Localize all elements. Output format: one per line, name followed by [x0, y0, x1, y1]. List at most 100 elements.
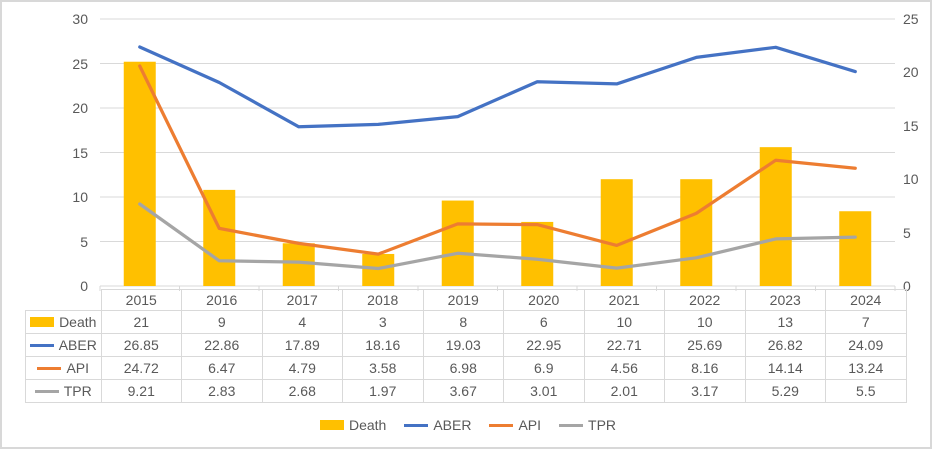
right-axis-tick-15: 15: [903, 117, 919, 134]
legend: Death ABER API TPR: [2, 412, 930, 438]
series-key-cell-api: API: [25, 356, 102, 380]
line-tpr: [138, 202, 857, 271]
bar-death-2015: [123, 61, 156, 286]
bar-death-2023: [759, 147, 792, 286]
value-cell-death-2017: 4: [261, 310, 343, 334]
series-swatch-line-icon: [34, 389, 59, 393]
value-cell-aber-2024: 24.09: [825, 333, 907, 357]
value-cell-api-2019: 6.98: [422, 356, 504, 380]
value-cell-tpr-2015: 9.21: [100, 379, 182, 403]
value-cell-tpr-2017: 2.68: [261, 379, 343, 403]
value-cell-tpr-2016: 2.83: [181, 379, 263, 403]
left-axis-tick-25: 25: [72, 55, 88, 72]
series-swatch-line-icon: [37, 366, 62, 370]
value-cell-tpr-2022: 3.17: [664, 379, 746, 403]
right-axis-tick-0: 0: [903, 278, 911, 294]
value-cell-api-2022: 8.16: [664, 356, 746, 380]
bar-death-2022: [680, 179, 713, 286]
legend-item-death: Death: [319, 417, 387, 433]
value-cell-death-2021: 10: [583, 310, 665, 334]
value-cell-api-2015: 24.72: [100, 356, 182, 380]
value-cell-death-2023: 13: [744, 310, 826, 334]
left-axis-tick-20: 20: [72, 100, 88, 116]
value-cell-aber-2015: 26.85: [100, 333, 182, 357]
value-cell-aber-2016: 22.86: [181, 333, 263, 357]
value-cell-api-2021: 4.56: [583, 356, 665, 380]
series-key-cell-death: Death: [25, 310, 102, 334]
legend-item-api: API: [489, 417, 541, 433]
year-header-cell-2020: 2020: [503, 289, 585, 311]
bar-death-2024: [839, 211, 872, 286]
year-header-cell-2019: 2019: [422, 289, 504, 311]
year-header-cell-2017: 2017: [261, 289, 343, 311]
line-aber: [138, 45, 857, 129]
value-cell-tpr-2023: 5.29: [744, 379, 826, 403]
year-header-cell-2016: 2016: [181, 289, 263, 311]
series-key-label: TPR: [63, 383, 92, 399]
series-key-cell-aber: ABER: [25, 333, 102, 357]
right-axis-tick-5: 5: [903, 224, 911, 241]
table-row-api: API 24.72 6.47 4.79 3.58 6.98 6.9 4.56 8.16 14.14…: [25, 356, 907, 380]
value-cell-aber-2022: 25.69: [664, 333, 746, 357]
series-key-label: API: [66, 360, 90, 376]
bar-death-2021: [600, 179, 633, 286]
year-header-cell-2022: 2022: [664, 289, 746, 311]
value-cell-death-2019: 8: [422, 310, 504, 334]
right-axis-tick-20: 20: [903, 64, 919, 81]
value-cell-tpr-2021: 2.01: [583, 379, 665, 403]
year-header-cell-2024: 2024: [825, 289, 907, 311]
left-axis-tick-0: 0: [80, 278, 88, 294]
value-cell-aber-2021: 22.71: [583, 333, 665, 357]
value-cell-death-2024: 7: [825, 310, 907, 334]
left-axis-tick-5: 5: [80, 233, 88, 250]
plot-area: [99, 18, 896, 291]
bar-death-2020: [521, 221, 554, 286]
legend-swatch-bar-icon: [319, 420, 344, 430]
series-swatch-bar-icon: [30, 317, 55, 327]
value-cell-death-2018: 3: [342, 310, 424, 334]
series-key-cell-tpr: TPR: [25, 379, 102, 403]
year-header-cell-2023: 2023: [744, 289, 826, 311]
value-cell-death-2022: 10: [664, 310, 746, 334]
value-cell-api-2016: 6.47: [181, 356, 263, 380]
right-axis-tick-25: 25: [903, 11, 919, 27]
table-row-tpr: TPR 9.21 2.83 2.68 1.97 3.67 3.01 2.01 3.17 5.29 5…: [25, 379, 907, 403]
year-header-cell-2021: 2021: [583, 289, 665, 311]
value-cell-aber-2020: 22.95: [503, 333, 585, 357]
value-cell-aber-2018: 18.16: [342, 333, 424, 357]
value-cell-tpr-2019: 3.67: [422, 379, 504, 403]
value-cell-tpr-2018: 1.97: [342, 379, 424, 403]
value-cell-tpr-2024: 5.5: [825, 379, 907, 403]
value-cell-death-2016: 9: [181, 310, 263, 334]
legend-item-aber: ABER: [404, 417, 471, 433]
data-table: 2015 2016 2017 2018 2019 2020 2021 2022 2023 2024…: [25, 289, 907, 403]
legend-label: TPR: [588, 417, 617, 433]
value-cell-api-2020: 6.9: [503, 356, 585, 380]
legend-swatch-line-icon: [489, 423, 514, 427]
series-key-label: ABER: [58, 337, 97, 353]
series-swatch-line-icon: [29, 343, 54, 347]
legend-label: ABER: [433, 417, 472, 433]
value-cell-api-2024: 13.24: [825, 356, 907, 380]
right-axis-tick-10: 10: [903, 171, 919, 188]
value-cell-api-2017: 4.79: [261, 356, 343, 380]
left-axis-tick-15: 15: [72, 144, 88, 161]
value-cell-api-2023: 14.14: [744, 356, 826, 380]
legend-label: Death: [348, 417, 387, 433]
bar-death-2017: [282, 243, 315, 286]
value-cell-aber-2019: 19.03: [422, 333, 504, 357]
line-api: [138, 64, 857, 256]
value-cell-tpr-2020: 3.01: [503, 379, 585, 403]
legend-label: API: [518, 417, 542, 433]
left-axis-tick-30: 30: [72, 11, 88, 27]
year-header-cell-2015: 2015: [100, 289, 182, 311]
year-header-cell-2018: 2018: [342, 289, 424, 311]
table-row-death: Death 21 9 4 3 8 6 10 10 13 7: [25, 310, 907, 334]
series-key-label: Death: [59, 314, 97, 330]
bar-death-2019: [441, 200, 474, 286]
legend-swatch-line-icon: [404, 423, 429, 427]
table-row-aber: ABER 26.85 22.86 17.89 18.16 19.03 22.95 22.71 2…: [25, 333, 907, 357]
left-axis-tick-10: 10: [72, 189, 88, 205]
legend-item-tpr: TPR: [559, 417, 616, 433]
